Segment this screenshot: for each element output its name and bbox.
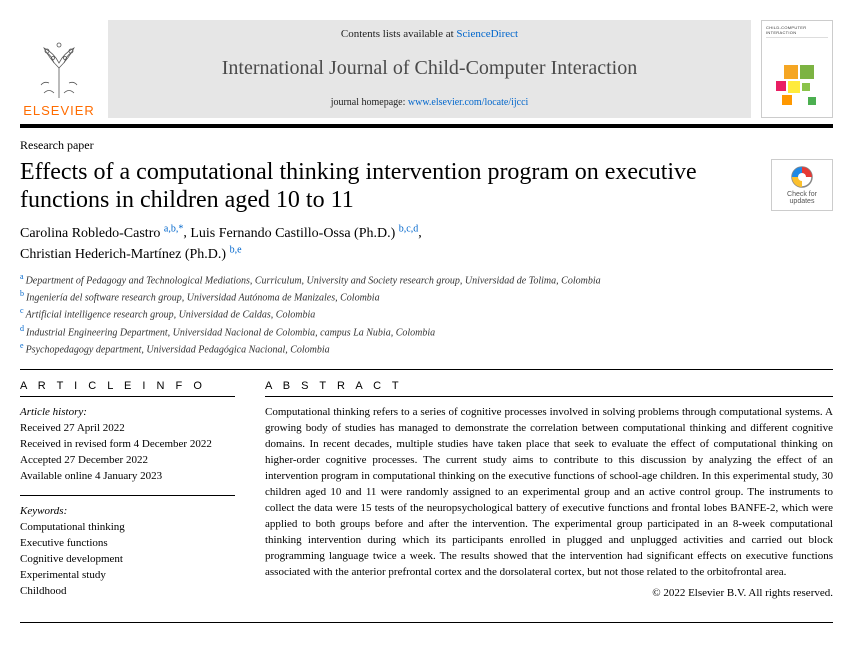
keyword: Computational thinking xyxy=(20,520,235,536)
author: Christian Hederich-Martínez (Ph.D.) b,e xyxy=(20,247,242,262)
history-line: Accepted 27 December 2022 xyxy=(20,453,235,469)
article-history: Article history: Received 27 April 2022R… xyxy=(20,405,235,485)
keyword: Cognitive development xyxy=(20,552,235,568)
title-row: Effects of a computational thinking inte… xyxy=(20,159,833,214)
abstract-text: Computational thinking refers to a serie… xyxy=(265,405,833,580)
keywords-label: Keywords: xyxy=(20,504,235,520)
keyword: Experimental study xyxy=(20,568,235,584)
thick-rule xyxy=(20,124,833,128)
article-title: Effects of a computational thinking inte… xyxy=(20,159,759,214)
body-columns: A R T I C L E I N F O Article history: R… xyxy=(20,380,833,609)
article-info-column: A R T I C L E I N F O Article history: R… xyxy=(20,380,235,609)
history-label: Article history: xyxy=(20,405,235,421)
cover-title: CHILD-COMPUTER INTERACTION xyxy=(766,25,828,38)
abstract-heading: A B S T R A C T xyxy=(265,380,833,392)
journal-panel: Contents lists available at ScienceDirec… xyxy=(108,20,751,118)
homepage-line: journal homepage: www.elsevier.com/locat… xyxy=(331,97,529,108)
affiliation: cArtificial intelligence research group,… xyxy=(20,305,833,322)
copyright: © 2022 Elsevier B.V. All rights reserved… xyxy=(265,587,833,599)
sciencedirect-link[interactable]: ScienceDirect xyxy=(456,28,518,40)
affiliation: bIngeniería del software research group,… xyxy=(20,288,833,305)
author-affiliation-ref: b,e xyxy=(230,244,242,255)
history-line: Received 27 April 2022 xyxy=(20,421,235,437)
history-line: Available online 4 January 2023 xyxy=(20,469,235,485)
author-affiliation-ref: a,b,* xyxy=(164,223,183,234)
check-updates-badge[interactable]: Check for updates xyxy=(771,159,833,211)
journal-cover: CHILD-COMPUTER INTERACTION xyxy=(761,20,833,118)
article-type: Research paper xyxy=(20,138,833,153)
author: Luis Fernando Castillo-Ossa (Ph.D.) b,c,… xyxy=(190,226,418,241)
thin-rule-top xyxy=(20,369,833,370)
history-line: Received in revised form 4 December 2022 xyxy=(20,437,235,453)
affiliation: dIndustrial Engineering Department, Univ… xyxy=(20,323,833,340)
affiliation: ePsychopedagogy department, Universidad … xyxy=(20,340,833,357)
keyword: Childhood xyxy=(20,584,235,600)
author-affiliation-ref: b,c,d xyxy=(399,223,418,234)
journal-title: International Journal of Child-Computer … xyxy=(222,57,637,80)
check-updates-label: Check for updates xyxy=(777,191,827,205)
thin-rule-bottom xyxy=(20,622,833,623)
authors: Carolina Robledo-Castro a,b,*, Luis Fern… xyxy=(20,222,833,265)
affiliations: aDepartment of Pedagogy and Technologica… xyxy=(20,271,833,358)
publisher-name: ELSEVIER xyxy=(23,103,95,118)
abstract-column: A B S T R A C T Computational thinking r… xyxy=(265,380,833,609)
homepage-link[interactable]: www.elsevier.com/locate/ijcci xyxy=(408,97,528,108)
elsevier-tree-icon xyxy=(29,33,89,103)
publisher-logo: ELSEVIER xyxy=(20,20,98,118)
header-bar: ELSEVIER Contents lists available at Sci… xyxy=(20,20,833,118)
keyword: Executive functions xyxy=(20,536,235,552)
cover-graphic-icon xyxy=(776,65,820,109)
author: Carolina Robledo-Castro a,b,* xyxy=(20,226,183,241)
affiliation: aDepartment of Pedagogy and Technologica… xyxy=(20,271,833,288)
crossmark-icon xyxy=(790,165,814,189)
contents-line: Contents lists available at ScienceDirec… xyxy=(341,28,518,40)
info-heading: A R T I C L E I N F O xyxy=(20,380,235,392)
keywords-block: Keywords: Computational thinkingExecutiv… xyxy=(20,504,235,600)
